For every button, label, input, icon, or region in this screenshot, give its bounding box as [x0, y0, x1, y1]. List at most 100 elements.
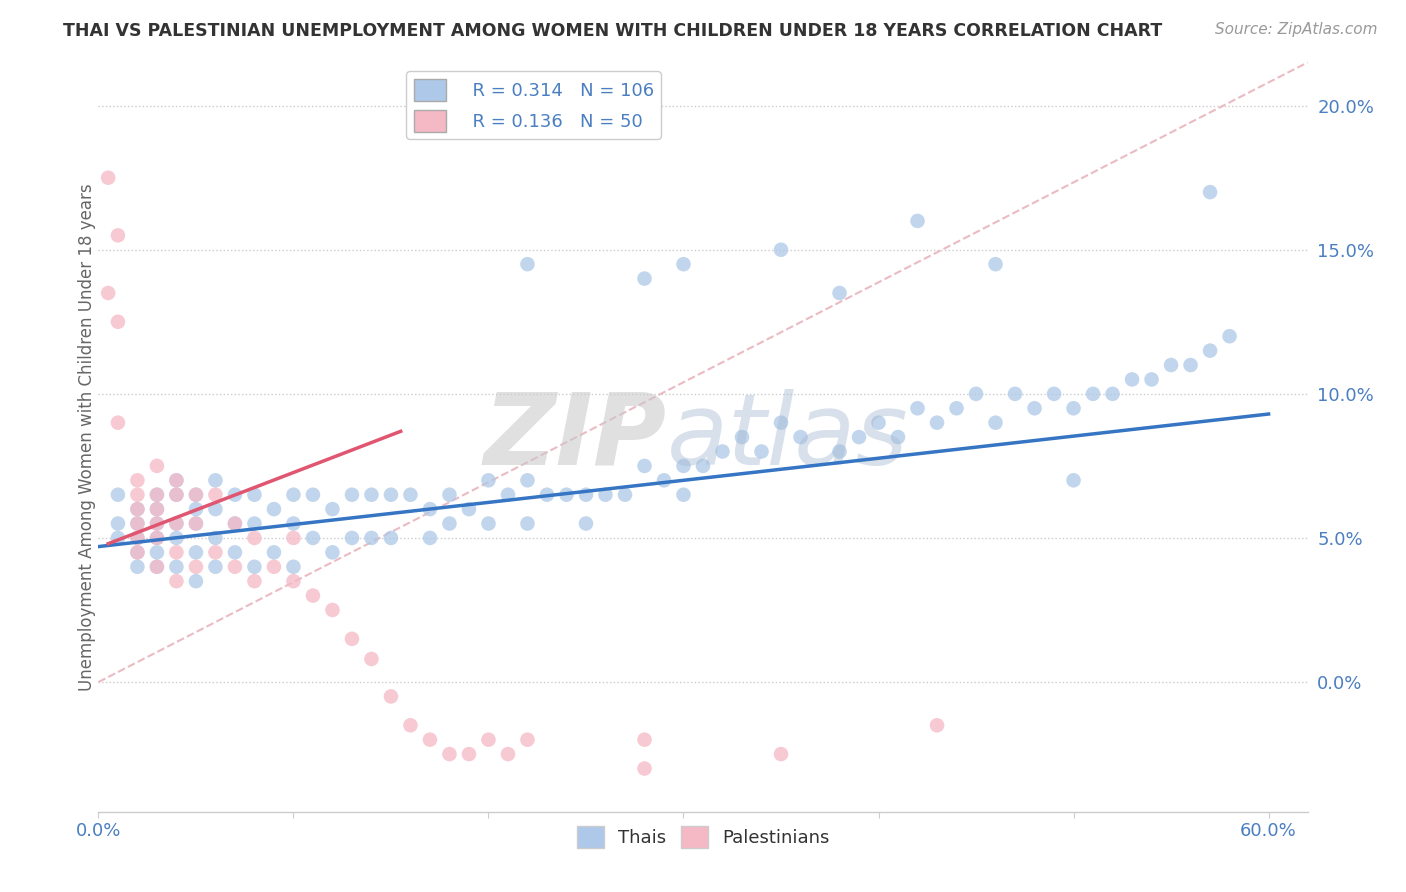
Point: [204, 559, 226, 574]
Point: [165, 488, 187, 502]
Point: [1219, 329, 1241, 343]
Point: [965, 387, 987, 401]
Text: atlas: atlas: [666, 389, 908, 485]
Point: [458, 747, 481, 761]
Point: [107, 228, 129, 243]
Point: [360, 531, 382, 545]
Point: [399, 718, 422, 732]
Point: [340, 488, 363, 502]
Point: [692, 458, 714, 473]
Point: [907, 401, 929, 416]
Point: [595, 488, 617, 502]
Point: [868, 416, 890, 430]
Point: [1199, 343, 1222, 358]
Point: [1043, 387, 1066, 401]
Point: [1160, 358, 1182, 372]
Point: [1004, 387, 1026, 401]
Point: [672, 458, 695, 473]
Point: [828, 444, 851, 458]
Point: [263, 502, 285, 516]
Point: [243, 559, 266, 574]
Point: [711, 444, 734, 458]
Point: [184, 488, 207, 502]
Point: [146, 488, 169, 502]
Point: [127, 545, 149, 559]
Point: [419, 502, 441, 516]
Point: [107, 416, 129, 430]
Point: [127, 531, 149, 545]
Point: [731, 430, 754, 444]
Point: [477, 473, 499, 487]
Point: [340, 632, 363, 646]
Point: [575, 488, 598, 502]
Point: [263, 545, 285, 559]
Point: [146, 531, 169, 545]
Point: [458, 502, 481, 516]
Point: [107, 516, 129, 531]
Point: [127, 502, 149, 516]
Point: [672, 257, 695, 271]
Point: [243, 531, 266, 545]
Point: [887, 430, 910, 444]
Point: [925, 718, 948, 732]
Point: [380, 531, 402, 545]
Point: [302, 488, 325, 502]
Point: [283, 488, 305, 502]
Point: [321, 545, 343, 559]
Point: [984, 257, 1007, 271]
Point: [127, 559, 149, 574]
Point: [439, 488, 461, 502]
Point: [1180, 358, 1202, 372]
Point: [614, 488, 637, 502]
Point: [340, 531, 363, 545]
Point: [224, 516, 246, 531]
Point: [516, 516, 538, 531]
Point: [127, 516, 149, 531]
Point: [1101, 387, 1123, 401]
Point: [302, 589, 325, 603]
Point: [165, 516, 187, 531]
Point: [127, 531, 149, 545]
Point: [633, 732, 655, 747]
Point: [146, 559, 169, 574]
Point: [243, 488, 266, 502]
Point: [769, 416, 792, 430]
Point: [107, 531, 129, 545]
Point: [925, 416, 948, 430]
Point: [146, 559, 169, 574]
Point: [224, 545, 246, 559]
Point: [360, 652, 382, 666]
Point: [204, 488, 226, 502]
Point: [97, 170, 120, 185]
Point: [789, 430, 811, 444]
Point: [302, 531, 325, 545]
Point: [1024, 401, 1046, 416]
Point: [360, 488, 382, 502]
Point: [204, 473, 226, 487]
Point: [165, 473, 187, 487]
Point: [224, 516, 246, 531]
Point: [1063, 401, 1085, 416]
Point: [263, 559, 285, 574]
Point: [633, 458, 655, 473]
Point: [165, 531, 187, 545]
Point: [380, 690, 402, 704]
Point: [575, 516, 598, 531]
Point: [184, 488, 207, 502]
Point: [283, 559, 305, 574]
Point: [243, 516, 266, 531]
Point: [496, 488, 519, 502]
Point: [477, 516, 499, 531]
Text: ZIP: ZIP: [484, 389, 666, 485]
Point: [439, 747, 461, 761]
Point: [224, 559, 246, 574]
Point: [107, 315, 129, 329]
Point: [321, 603, 343, 617]
Point: [516, 732, 538, 747]
Point: [165, 574, 187, 589]
Point: [1140, 372, 1163, 386]
Point: [516, 257, 538, 271]
Point: [107, 488, 129, 502]
Point: [555, 488, 578, 502]
Point: [224, 488, 246, 502]
